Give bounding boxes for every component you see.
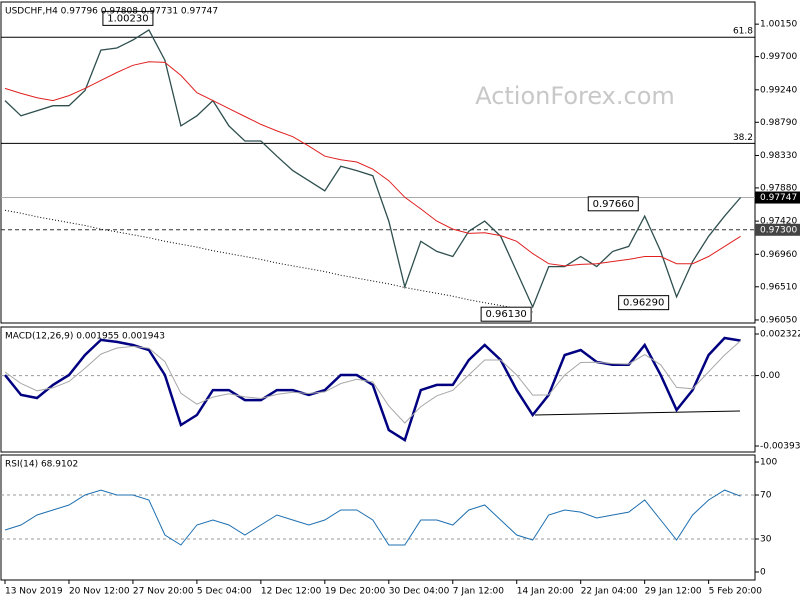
fib-label: 38.2 [733,133,753,143]
y-tick-label: 0.99240 [760,85,797,95]
series-line [4,340,741,424]
panel-title: USDCHF,H4 0.97796 0.97808 0.97731 0.9774… [5,7,218,17]
annotation-box [480,306,532,322]
y-tick-label: 0.96960 [760,250,797,260]
y-tick-label: 0.98330 [760,151,797,161]
price-label: 0.97747 [760,193,797,203]
y-tick-label: 0 [760,567,766,577]
x-tick-label: 27 Nov 20:00 [133,587,194,597]
trend-line [534,410,741,416]
y-tick-label: 0.96050 [760,315,797,325]
y-tick-label: 70 [760,491,772,501]
series-line [4,489,741,546]
series-line [4,209,533,313]
x-tick-label: 5 Feb 20:00 [709,587,763,597]
annotation-label: 0.96130 [485,309,526,320]
y-tick-label: 0.97880 [760,183,797,193]
x-tick-label: 12 Dec 12:00 [261,587,322,597]
annotation-box [618,295,670,311]
annotation-label: 0.97660 [593,199,634,210]
annotation-box [587,196,639,212]
panel-border [0,326,756,453]
y-tick-label: 30 [760,534,772,544]
x-tick-label: 20 Nov 12:00 [69,587,130,597]
y-tick-label: 1.00150 [760,20,797,30]
x-tick-label: 13 Nov 2019 [5,587,63,597]
panel-title: RSI(14) 68.9102 [5,460,78,470]
series-line [4,28,742,309]
fib-label: 61.8 [733,27,753,37]
y-tick-label: 0.96510 [760,282,797,292]
x-tick-label: 5 Dec 04:00 [197,587,252,597]
y-tick-label: 0.00 [760,371,780,381]
series-line [4,61,741,267]
y-tick-label: 100 [760,458,777,468]
mark-label-box [755,223,800,236]
annotation-label: 0.96290 [623,298,664,309]
series-line [4,336,741,443]
y-tick-label: 0.002322 [760,330,800,340]
price-label-box [755,191,800,204]
y-tick-label: 0.97420 [760,217,797,227]
watermark: ActionForex.com [475,82,675,110]
x-tick-label: 14 Jan 20:00 [517,587,574,597]
panel-border [0,454,756,581]
x-tick-label: 29 Jan 12:00 [645,587,702,597]
x-tick-label: 22 Jan 04:00 [581,587,638,597]
y-tick-label: -0.003932 [760,442,800,452]
panel-title: MACD(12,26,9) 0.001955 0.001943 [5,332,165,342]
annotation-box [102,10,154,26]
x-tick-label: 7 Jan 12:00 [453,587,505,597]
mark-label: 0.97300 [760,225,797,235]
y-tick-label: 0.99700 [760,52,797,62]
panel-border [0,1,756,324]
annotation-label: 1.00230 [107,13,148,24]
y-tick-label: 0.98790 [760,118,797,128]
x-tick-label: 19 Dec 20:00 [325,587,386,597]
x-tick-label: 30 Dec 04:00 [389,587,450,597]
